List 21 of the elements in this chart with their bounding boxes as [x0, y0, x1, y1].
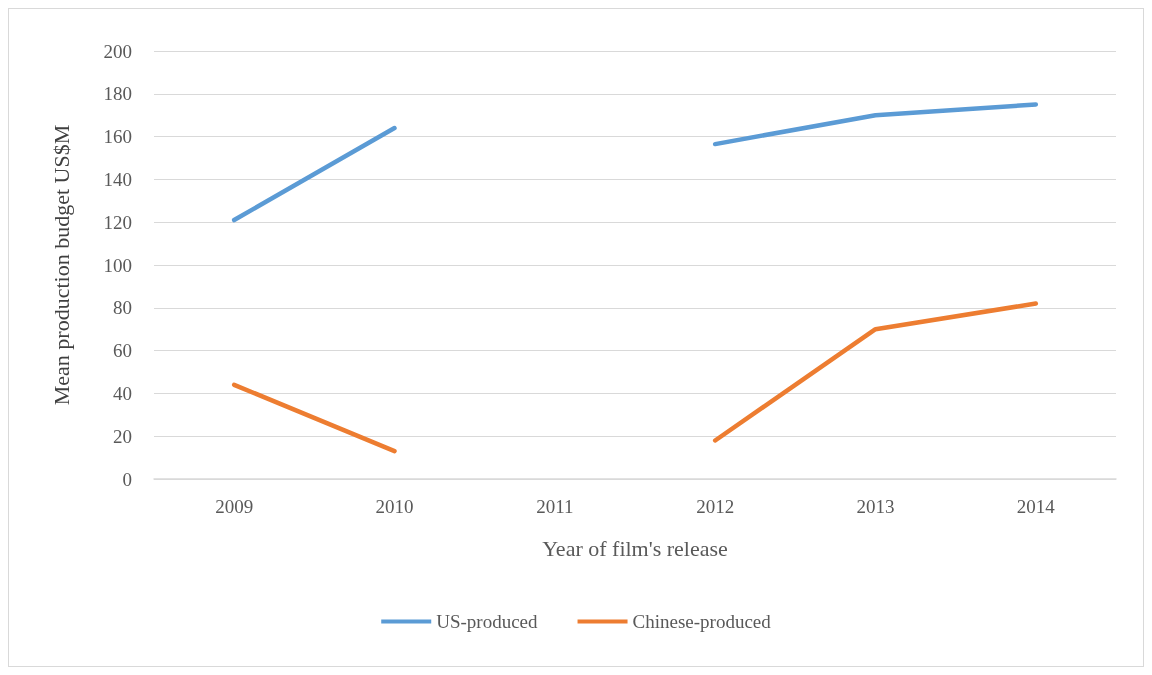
- y-tick-label: 100: [103, 254, 132, 276]
- y-tick-label: 140: [103, 168, 132, 190]
- y-axis-title: Mean production budget US$M: [48, 124, 74, 406]
- x-axis-title: Year of film's release: [542, 535, 728, 561]
- x-tick-label: 2009: [215, 496, 254, 517]
- x-tick-label: 2013: [856, 496, 895, 517]
- y-tick-label: 60: [113, 340, 132, 362]
- x-tick-label: 2011: [536, 496, 574, 517]
- y-tick-label: 120: [103, 211, 132, 233]
- legend-label: US-produced: [436, 611, 539, 632]
- y-tick-label: 160: [103, 126, 132, 148]
- legend-label: Chinese-produced: [632, 611, 772, 632]
- y-tick-label: 40: [113, 382, 132, 404]
- x-tick-label: 2012: [696, 496, 735, 517]
- x-tick-label: 2010: [375, 496, 414, 517]
- x-tick-label: 2014: [1016, 496, 1056, 517]
- y-tick-label: 0: [122, 468, 132, 490]
- y-tick-label: 80: [113, 297, 132, 319]
- y-tick-label: 200: [103, 40, 132, 62]
- y-tick-label: 180: [103, 83, 132, 105]
- y-tick-label: 20: [113, 425, 132, 447]
